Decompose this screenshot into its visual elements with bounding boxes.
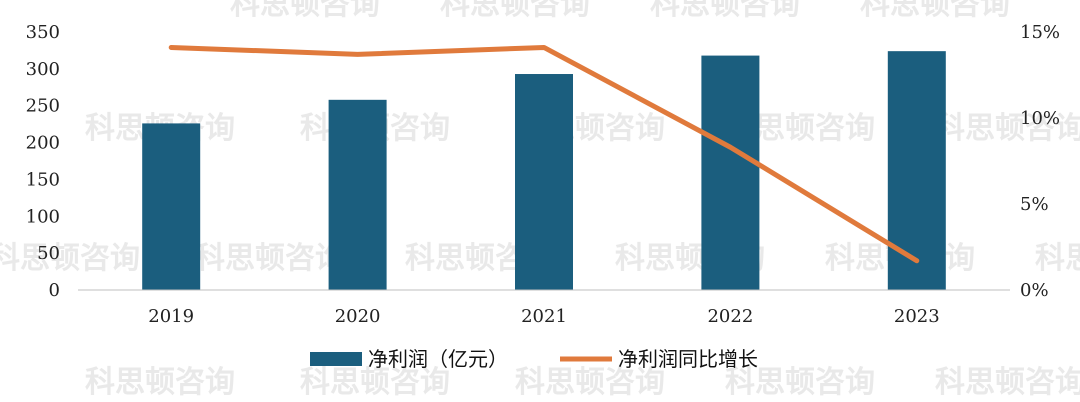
legend-label-bar: 净利润（亿元） [368,347,508,371]
y-left-tick-label: 50 [37,243,60,264]
watermark-text: 科思顿咨询 [85,365,235,400]
watermark-text: 科思顿咨询 [860,0,1010,22]
watermark-text: 科思顿咨询 [300,365,450,400]
legend-swatch-bar [310,352,362,366]
bar-2021 [515,74,573,290]
bar-2019 [142,123,201,290]
x-tick-label: 2020 [335,306,381,327]
x-axis-ticks: 2019 2020 2021 2022 2023 [148,306,939,327]
watermark-text: 科思顿咨询 [650,0,800,22]
legend: 净利润（亿元） 净利润同比增长 [310,347,758,371]
x-tick-label: 2023 [894,306,940,327]
watermark-text: 科思顿咨询 [1035,241,1080,276]
x-tick-label: 2019 [148,306,194,327]
watermark-text: 科思顿咨询 [195,241,345,276]
bar-2022 [701,55,760,291]
watermark-text: 科思顿咨询 [935,111,1080,146]
y-left-tick-label: 200 [26,133,60,154]
bar-2020 [328,99,387,291]
y-left-tick-label: 350 [26,22,60,43]
watermark-text: 科思顿咨询 [515,365,665,400]
watermark-text: 科思顿咨询 [935,365,1080,400]
x-tick-label: 2021 [521,306,567,327]
y-axis-right: 0% 5% 10% 15% [1020,22,1060,301]
y-left-tick-label: 100 [26,206,60,227]
line-series [168,44,920,264]
y-right-tick-label: 5% [1020,194,1049,215]
y-left-tick-label: 150 [26,169,60,190]
y-right-tick-label: 0% [1020,280,1049,301]
watermark-text: 科思顿咨询 [230,0,380,22]
bar-series [142,51,946,291]
x-tick-label: 2022 [707,306,753,327]
watermark-text: 科思顿咨询 [725,365,875,400]
y-right-tick-label: 15% [1020,22,1060,43]
bar-2023 [887,51,946,291]
watermark-text: 科思顿咨询 [440,0,590,22]
y-axis-left: 0 50 100 150 200 250 300 350 [26,22,60,301]
legend-label-line: 净利润同比增长 [618,347,758,371]
y-left-tick-label: 300 [26,59,60,80]
y-right-tick-label: 10% [1020,108,1060,129]
watermark-text: 科思顿咨询 [0,241,140,276]
y-left-tick-label: 0 [49,280,60,301]
y-left-tick-label: 250 [26,96,60,117]
